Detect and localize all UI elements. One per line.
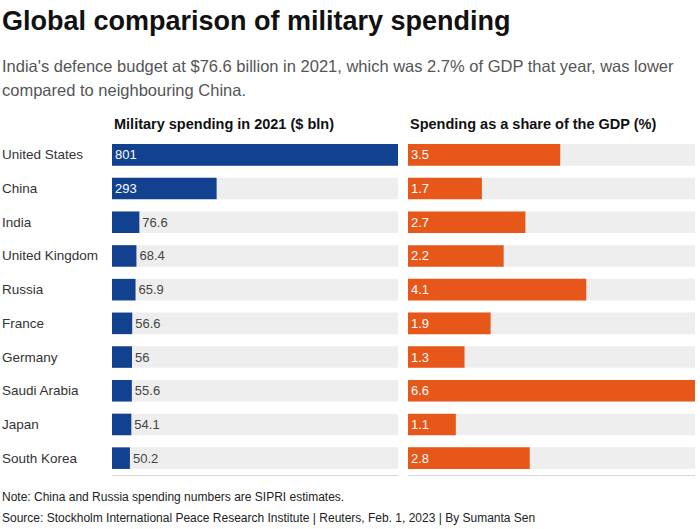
svg-text:68.4: 68.4 bbox=[139, 248, 164, 263]
html-text:Source: Stockholm Internationa: Source: Stockholm International Peace Re… bbox=[2, 511, 536, 525]
svg-text:1.1: 1.1 bbox=[411, 417, 429, 432]
svg-text:65.9: 65.9 bbox=[139, 282, 164, 297]
svg-text:2.7: 2.7 bbox=[411, 215, 429, 230]
svg-text:Saudi Arabia: Saudi Arabia bbox=[2, 383, 79, 398]
svg-text:55.6: 55.6 bbox=[135, 383, 160, 398]
svg-text:Japan: Japan bbox=[2, 417, 39, 432]
svg-text:293: 293 bbox=[115, 181, 137, 196]
svg-text:Germany: Germany bbox=[2, 350, 58, 365]
svg-text:6.6: 6.6 bbox=[411, 383, 429, 398]
svg-text:56.6: 56.6 bbox=[135, 316, 160, 331]
svg-text:50.2: 50.2 bbox=[133, 451, 158, 466]
svg-text:2.2: 2.2 bbox=[411, 248, 429, 263]
svg-text:2.8: 2.8 bbox=[411, 451, 429, 466]
svg-text:801: 801 bbox=[115, 147, 137, 162]
svg-text:India: India bbox=[2, 215, 32, 230]
svg-text:1.7: 1.7 bbox=[411, 181, 429, 196]
svg-text:3.5: 3.5 bbox=[411, 147, 429, 162]
html-text:India's defence budget at $76.: India's defence budget at $76.6 billion … bbox=[2, 57, 674, 99]
svg-text:Spending as a share of the GDP: Spending as a share of the GDP (%) bbox=[410, 116, 656, 132]
svg-text:54.1: 54.1 bbox=[134, 417, 159, 432]
svg-text:China: China bbox=[2, 181, 38, 196]
svg-text:1.9: 1.9 bbox=[411, 316, 429, 331]
html-text:Global comparison of military: Global comparison of military spending bbox=[2, 6, 511, 36]
svg-text:France: France bbox=[2, 316, 44, 331]
svg-text:Military spending in 2021 ($ b: Military spending in 2021 ($ bln) bbox=[114, 116, 334, 132]
svg-text:4.1: 4.1 bbox=[411, 282, 429, 297]
svg-text:United States: United States bbox=[2, 147, 83, 162]
svg-text:1.3: 1.3 bbox=[411, 350, 429, 365]
html-text:Note: China and Russia spendin: Note: China and Russia spending numbers … bbox=[2, 490, 345, 504]
svg-text:76.6: 76.6 bbox=[142, 215, 167, 230]
svg-text:United Kingdom: United Kingdom bbox=[2, 248, 98, 263]
svg-text:Russia: Russia bbox=[2, 282, 44, 297]
svg-text:South Korea: South Korea bbox=[2, 451, 78, 466]
svg-text:56: 56 bbox=[135, 350, 149, 365]
